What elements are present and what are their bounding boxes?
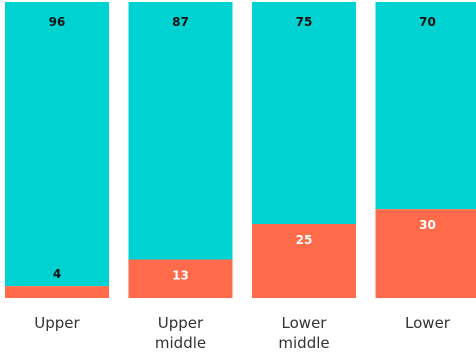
data-label-bottom-4: 30 — [419, 218, 436, 232]
bar-segment-top-1 — [5, 2, 109, 287]
bar-segment-top-4 — [375, 2, 476, 210]
category-label-3: Lower middle — [278, 314, 329, 352]
bar-segment-top-3 — [252, 2, 356, 224]
category-label-line: Upper — [34, 314, 80, 332]
bar-segment-bottom-1 — [5, 286, 109, 298]
bar-segment-top-2 — [128, 2, 233, 260]
category-label-line: Upper — [158, 314, 204, 332]
data-label-top-1: 96 — [49, 15, 66, 29]
data-label-bottom-1: 4 — [53, 267, 61, 281]
category-label-4: Lower — [405, 314, 451, 332]
data-label-top-4: 70 — [419, 15, 436, 29]
data-label-bottom-3: 25 — [296, 233, 313, 247]
category-label-line: Lower — [282, 314, 328, 332]
data-label-bottom-2: 13 — [172, 269, 189, 283]
category-label-line: Lower — [405, 314, 451, 332]
category-label-1: Upper — [34, 314, 80, 332]
category-label-2: Upper middle — [155, 314, 206, 352]
data-label-top-2: 87 — [172, 15, 189, 29]
bar-segment-bottom-2 — [128, 259, 233, 298]
category-label-line: middle — [278, 334, 329, 352]
category-label-line: middle — [155, 334, 206, 352]
bar-segment-bottom-3 — [252, 224, 356, 298]
data-label-top-3: 75 — [296, 15, 313, 29]
bar-segment-bottom-4 — [375, 209, 476, 298]
